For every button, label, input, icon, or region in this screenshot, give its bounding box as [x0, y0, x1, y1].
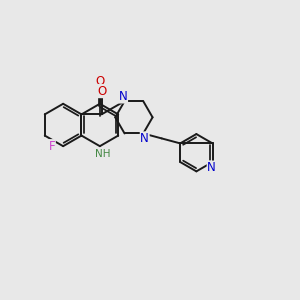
Text: O: O	[97, 85, 106, 98]
Text: NH: NH	[95, 149, 111, 159]
Text: F: F	[49, 140, 55, 153]
Text: O: O	[95, 75, 104, 88]
Text: N: N	[140, 132, 149, 145]
Text: N: N	[119, 90, 128, 103]
Text: N: N	[207, 161, 216, 174]
